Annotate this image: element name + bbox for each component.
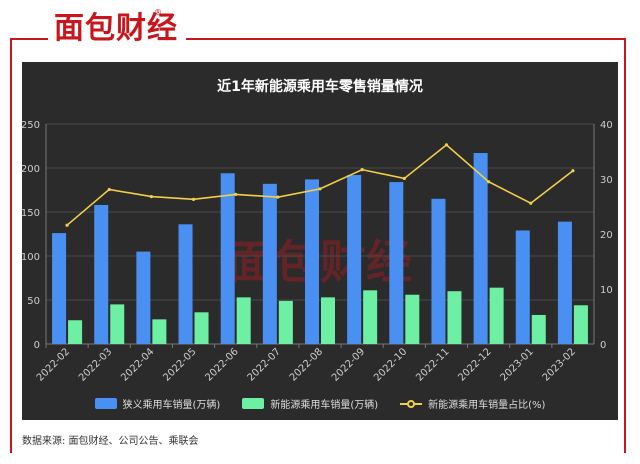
legend-label: 新能源乘用车销量占比(%) [428, 400, 546, 411]
bar-nev-sales [573, 305, 588, 344]
x-tick-label: 2022-09 [330, 346, 367, 383]
point-nev-share [444, 143, 449, 147]
watermark: 面包财经 [228, 235, 412, 289]
y-right-tick-label: 20 [600, 230, 613, 241]
legend-item-nev-sales[interactable]: 新能源乘用车销量(万辆) [242, 396, 378, 411]
point-nev-share [107, 187, 111, 192]
point-nev-share [318, 187, 322, 191]
x-tick-label: 2022-08 [288, 346, 325, 383]
legend-swatch-line [400, 398, 423, 409]
point-nev-share [65, 223, 69, 227]
bar-nev-sales [152, 319, 167, 344]
point-nev-share [276, 195, 280, 199]
x-tick-label: 2022-10 [372, 346, 409, 383]
bar-narrow-sales [389, 182, 404, 344]
bar-narrow-sales [52, 233, 67, 344]
bar-narrow-sales [262, 183, 277, 344]
bar-nev-sales [489, 287, 504, 344]
y-right-tick-label: 0 [600, 340, 606, 351]
y-right-tick-label: 40 [600, 120, 613, 131]
point-nev-share [191, 197, 196, 201]
frame-line-right [186, 38, 626, 40]
x-tick-label: 2023-01 [499, 346, 536, 383]
point-nev-share [571, 169, 575, 173]
y-left-tick-label: 150 [21, 208, 40, 219]
x-tick-label: 2022-02 [35, 346, 72, 383]
point-nev-share [402, 176, 406, 181]
frame-line-left [10, 38, 48, 40]
point-nev-share [529, 201, 533, 205]
bar-narrow-sales [305, 179, 319, 344]
bar-nev-sales [236, 297, 251, 344]
bar-narrow-sales [178, 224, 193, 344]
chart-title: 近1年新能源乘用车零售销量情况 [217, 79, 423, 95]
legend-item-narrow-sales[interactable]: 狭义乘用车销量(万辆) [94, 396, 221, 411]
y-left-tick-label: 200 [21, 164, 40, 175]
legend-label: 狭义乘用车销量(万辆) [122, 400, 221, 411]
x-tick-label: 2022-12 [456, 346, 493, 383]
y-left-tick-label: 100 [21, 252, 40, 263]
bar-nev-sales [278, 300, 293, 344]
point-nev-share [149, 195, 153, 199]
bar-narrow-sales [94, 204, 109, 344]
bar-narrow-sales [220, 173, 235, 344]
bar-narrow-sales [557, 221, 572, 344]
frame-line-vertical-right [624, 38, 626, 453]
x-tick-label: 2022-06 [203, 346, 240, 383]
brand-logo: 面包财经 [54, 11, 178, 46]
bar-narrow-sales [136, 251, 151, 344]
y-right-tick-label: 30 [600, 175, 613, 186]
x-tick-label: 2022-03 [77, 346, 114, 383]
y-left-tick-label: 0 [34, 340, 40, 351]
bar-nev-sales [447, 291, 462, 344]
y-left-tick-label: 50 [27, 296, 40, 307]
x-tick-label: 2023-02 [541, 346, 578, 383]
bar-narrow-sales [347, 175, 362, 344]
legend-label: 新能源乘用车销量(万辆) [270, 400, 379, 411]
line-nev-share [66, 143, 574, 226]
point-nev-share [234, 192, 238, 196]
bar-nev-sales [321, 297, 335, 344]
bar-narrow-sales [515, 230, 530, 344]
x-tick-label: 2022-11 [414, 346, 451, 383]
bar-nev-sales [405, 294, 420, 344]
bar-narrow-sales [473, 153, 488, 344]
point-nev-share [487, 180, 491, 184]
data-source-note: 数据来源: 面包财经、公司公告、乘联会 [22, 436, 199, 447]
y-right-tick-label: 10 [600, 285, 613, 296]
frame-line-vertical-left [10, 38, 12, 453]
chart-legend: 狭义乘用车销量(万辆) 新能源乘用车销量(万辆) 新能源乘用车销量占比(%) [0, 396, 640, 411]
bar-narrow-sales [431, 198, 446, 344]
legend-swatch-blue [94, 398, 117, 409]
bar-nev-sales [68, 320, 83, 344]
y-left-tick-label: 250 [21, 120, 40, 131]
point-nev-share [360, 168, 364, 172]
bar-nev-sales [531, 314, 546, 344]
x-tick-label: 2022-07 [246, 346, 283, 383]
x-tick-label: 2022-04 [119, 346, 156, 383]
bar-nev-sales [110, 304, 125, 344]
legend-swatch-green [242, 398, 265, 409]
x-tick-label: 2022-05 [161, 346, 198, 383]
bar-nev-sales [194, 312, 209, 344]
bar-nev-sales [363, 290, 378, 344]
brand-reg-mark: ® [154, 8, 162, 17]
legend-item-nev-share[interactable]: 新能源乘用车销量占比(%) [400, 396, 545, 411]
